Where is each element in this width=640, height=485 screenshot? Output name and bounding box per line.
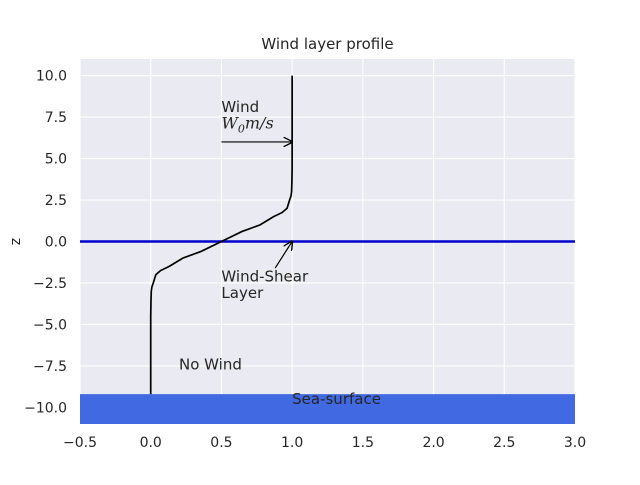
x-tick-label: 2.5 — [493, 435, 515, 451]
y-tick-label: 7.5 — [45, 110, 67, 126]
x-tick-label: 0.5 — [210, 435, 232, 451]
chart-title: Wind layer profile — [261, 35, 393, 53]
x-tick-label: −0.5 — [63, 435, 97, 451]
y-axis-label: z — [8, 238, 24, 245]
wind-label: Wind — [221, 98, 259, 116]
x-tick-label: 1.5 — [352, 435, 374, 451]
wind-math-unit: m/s — [245, 114, 274, 133]
y-tick-label: 2.5 — [45, 193, 67, 209]
wind-profile-line — [149, 75, 293, 395]
wind-shear-layer-label: Layer — [221, 284, 264, 302]
y-tick-label: −2.5 — [33, 276, 67, 292]
y-tick-label: 10.0 — [36, 69, 67, 85]
y-tick-label: −5.0 — [33, 317, 67, 333]
y-tick-labels: 10.0 7.5 5.0 2.5 0.0 −2.5 −5.0 −7.5 −10.0 — [24, 69, 67, 417]
x-tick-label: 3.0 — [564, 435, 586, 451]
y-tick-label: −10.0 — [24, 400, 67, 416]
grid-lines — [79, 59, 576, 424]
wind-shear-label: Wind-Shear — [221, 267, 309, 285]
wind-speed-label: W0m/s — [221, 114, 273, 136]
y-tick-label: 0.0 — [45, 235, 67, 251]
sea-surface-label: Sea-surface — [292, 390, 381, 408]
annotation-arrows — [221, 142, 292, 269]
wind-math-main: W — [221, 114, 239, 133]
shear-arrow — [274, 242, 292, 269]
wind-math-sub: 0 — [238, 123, 245, 136]
no-wind-label: No Wind — [179, 355, 242, 373]
y-tick-label: 5.0 — [45, 152, 67, 168]
y-tick-label: −7.5 — [33, 359, 67, 375]
x-tick-label: 2.0 — [422, 435, 444, 451]
x-tick-label: 1.0 — [281, 435, 303, 451]
sea-surface-band — [80, 394, 575, 424]
x-tick-labels: −0.5 0.0 0.5 1.0 1.5 2.0 2.5 3.0 — [63, 435, 586, 451]
x-tick-label: 0.0 — [140, 435, 162, 451]
